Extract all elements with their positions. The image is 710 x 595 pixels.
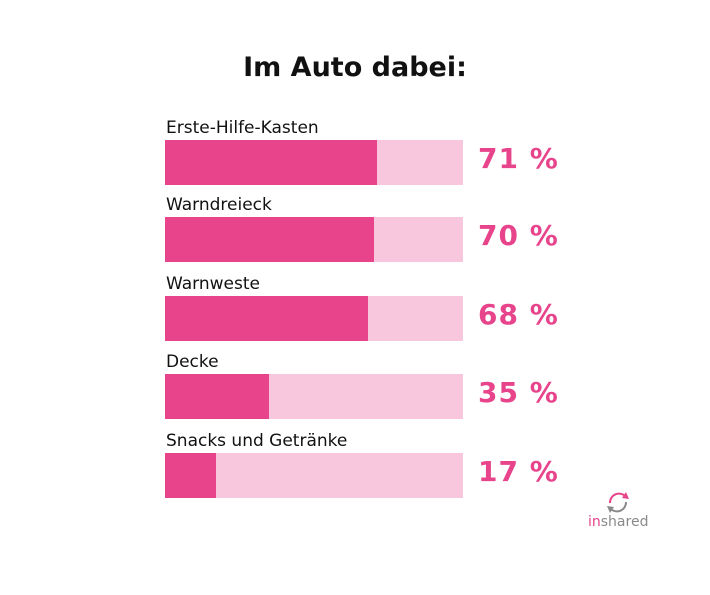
category-label: Warnweste xyxy=(166,274,260,294)
category-label: Erste-Hilfe-Kasten xyxy=(166,118,319,138)
category-label: Decke xyxy=(166,352,219,372)
category-label: Snacks und Getränke xyxy=(166,431,348,451)
bar-track xyxy=(165,453,463,498)
bar-row: Warndreieck 70 % xyxy=(0,195,710,271)
bar-track xyxy=(165,217,463,262)
bar-row: Warnweste 68 % xyxy=(0,274,710,350)
category-label: Warndreieck xyxy=(166,195,272,215)
value-label: 68 % xyxy=(478,298,559,331)
value-label: 17 % xyxy=(478,455,559,488)
bar-track xyxy=(165,140,463,185)
logo-text-shared: shared xyxy=(600,514,649,530)
bar xyxy=(165,140,377,185)
chart-title: Im Auto dabei: xyxy=(243,52,467,83)
value-label: 35 % xyxy=(478,376,559,409)
value-label: 71 % xyxy=(478,142,559,175)
bar xyxy=(165,374,269,419)
logo-text-in: in xyxy=(588,514,601,530)
inshared-logo: inshared xyxy=(588,488,648,536)
bar-row: Erste-Hilfe-Kasten 71 % xyxy=(0,118,710,194)
bar xyxy=(165,296,368,341)
bar-row: Snacks und Getränke 17 % xyxy=(0,431,710,507)
recycle-arrows-icon xyxy=(607,492,629,513)
value-label: 70 % xyxy=(478,219,559,252)
bar xyxy=(165,217,374,262)
bar xyxy=(165,453,216,498)
bar-track xyxy=(165,296,463,341)
bar-row: Decke 35 % xyxy=(0,352,710,428)
bar-track xyxy=(165,374,463,419)
